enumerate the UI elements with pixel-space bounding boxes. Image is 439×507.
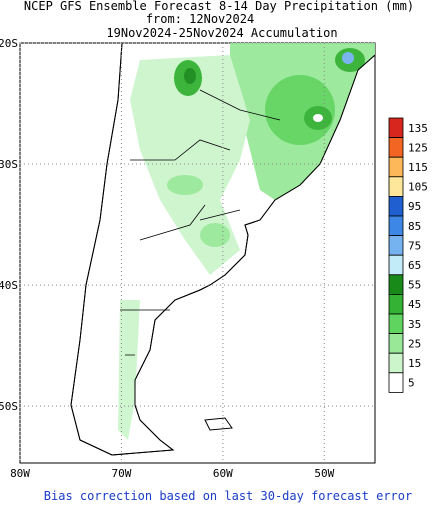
precip-area [313,114,323,122]
island [204,417,233,431]
legend-label: 125 [408,141,428,154]
legend-swatch [388,313,404,335]
border [120,89,281,356]
precip-area [130,55,250,275]
lat-label: 30S [0,158,18,171]
legend-label: 115 [408,161,428,174]
legend-label: 75 [408,239,421,252]
precip-area [342,52,354,64]
precip-shading [118,43,375,440]
lon-label: 80W [10,467,30,480]
legend-swatch [388,372,404,393]
lat-label: 20S [0,37,18,50]
footer: Bias correction based on last 30-day for… [44,489,412,503]
legend-label: 135 [408,122,428,135]
legend-swatch [388,117,404,139]
precip-area [184,68,196,84]
legend-label: 45 [408,298,421,311]
legend-swatch [388,156,404,178]
coastline [70,42,376,456]
legend-label: 105 [408,181,428,194]
legend-label: 15 [408,357,421,370]
legend-swatch [388,352,404,374]
legend-label: 35 [408,318,421,331]
subtitle: from: 12Nov2024 [146,12,254,26]
legend-label: 85 [408,220,421,233]
lon-label: 50W [314,467,334,480]
legend-label: 5 [408,377,415,390]
precip-area [167,175,203,195]
lon-label: 70W [111,467,131,480]
legend-swatch [388,195,404,217]
legend-swatch [388,137,404,158]
legend-swatch [388,254,404,276]
legend-label: 95 [408,200,421,213]
lat-label: 40S [0,279,18,292]
precip-area [200,223,230,247]
legend-label: 55 [408,279,421,292]
title: NCEP GFS Ensemble Forecast 8-14 Day Prec… [24,0,414,13]
subtitle: 19Nov2024-25Nov2024 Accumulation [106,26,337,40]
legend-swatch [388,176,404,197]
lat-label: 50S [0,400,18,413]
legend-swatch [388,235,404,256]
legend-swatch [388,333,404,354]
legend-label: 65 [408,259,421,272]
map-area [19,42,376,464]
legend-swatch [388,293,404,315]
precip-area [118,300,140,440]
legend-swatch [388,274,404,295]
legend-swatch [388,215,404,237]
legend-label: 25 [408,337,421,350]
lon-label: 60W [213,467,233,480]
